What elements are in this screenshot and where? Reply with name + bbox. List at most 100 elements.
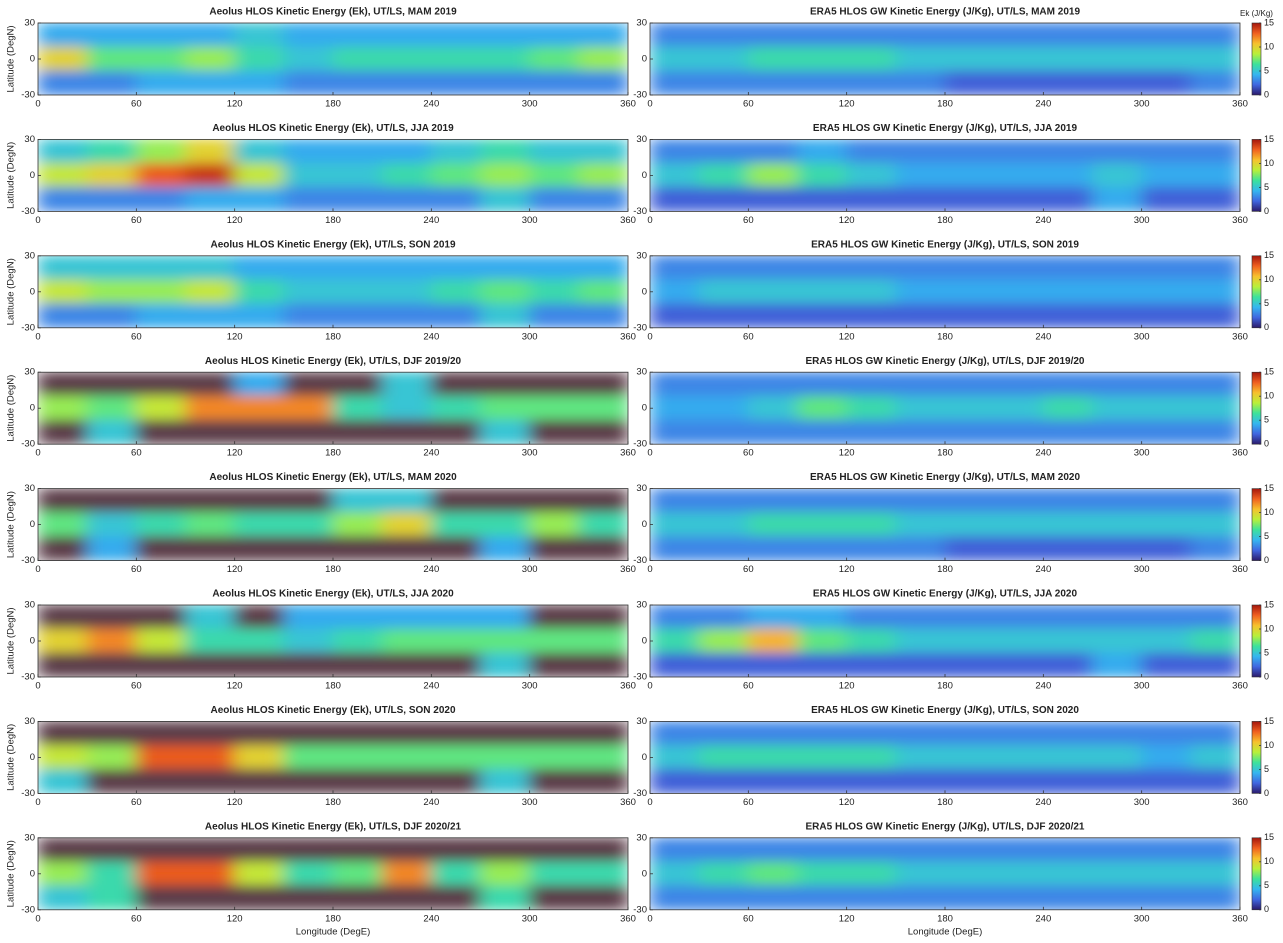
heat-cell [993,372,1044,397]
heat-cell [135,139,186,164]
heat-cell [234,372,285,397]
heat-cell [993,419,1044,445]
heat-cell [1092,488,1143,514]
no-data-cell [135,721,186,746]
heat-cell [1190,46,1240,72]
x-tick-label: 180 [325,99,341,110]
heat-cell [650,46,700,72]
x-tick-label: 120 [227,681,243,692]
heat-cell [797,488,848,514]
x-tick-label: 240 [1035,681,1051,692]
heat-cell [332,255,383,281]
y-tick-label: 0 [30,752,35,763]
heat-cell [86,628,137,654]
no-data-cell [283,885,334,910]
heat-cell [747,512,798,538]
heat-cell [944,605,995,630]
heat-cell [1042,885,1093,910]
x-tick-label: 240 [1035,331,1051,342]
no-data-cell [86,768,137,794]
x-tick-label: 0 [35,99,40,110]
heat-cell [797,303,848,328]
y-axis-label: Latitude (DegN) [6,840,17,907]
y-tick-label: 0 [642,868,647,879]
x-tick-label: 0 [35,215,40,226]
heat-cell [1092,372,1143,397]
heat-cell [846,255,897,281]
heat-cell [578,46,628,72]
heat-cell [381,395,432,421]
heat-cell [1141,768,1192,794]
x-tick-label: 120 [227,448,243,459]
heat-cell [283,861,334,887]
panel-title: ERA5 HLOS GW Kinetic Energy (J/Kg), UT/L… [813,123,1078,134]
heat-cell [1092,279,1143,305]
panel-title: Aeolus HLOS Kinetic Energy (Ek), UT/LS, … [209,472,457,483]
heat-cell [650,652,700,677]
heat-cell [1190,279,1240,305]
heat-cell [381,488,432,514]
no-data-cell [578,488,628,514]
heat-cell [529,23,580,48]
no-data-cell [578,536,628,561]
heat-cell [993,70,1044,95]
y-tick-label: 30 [24,18,35,29]
heat-cell [698,628,749,654]
plot-area [650,255,1240,328]
heat-cell [1190,628,1240,654]
no-data-cell [185,885,236,910]
no-data-cell [283,372,334,397]
heat-cell [747,861,798,887]
colorbar-tick-label: 0 [1264,555,1269,565]
colorbar-tick-label: 15 [1264,367,1274,377]
heat-cell [650,162,700,188]
y-axis-label: Latitude (DegN) [6,258,17,325]
heat-cell [480,861,531,887]
heat-cell [578,279,628,305]
no-data-cell [480,837,531,863]
colorbar-tick-label: 15 [1264,599,1274,609]
heat-cell [1092,512,1143,538]
y-tick-label: 30 [636,18,647,29]
colorbar [1251,139,1262,212]
heat-cell [650,23,700,48]
no-data-cell [283,419,334,445]
heat-cell [381,605,432,630]
heat-cell [381,628,432,654]
no-data-cell [529,536,580,561]
colorbar-tick-label: 5 [1264,531,1269,541]
heat-cell [480,605,531,630]
heat-cell [234,186,285,212]
x-tick-label: 180 [325,331,341,342]
heat-cell [993,768,1044,794]
heat-cell [846,46,897,72]
heat-cell [895,255,946,281]
heatmap-cells [38,372,628,445]
x-tick-label: 0 [647,215,652,226]
x-tick-label: 300 [522,448,538,459]
x-tick-label: 0 [35,797,40,808]
heat-cell [944,139,995,164]
heat-cell [1141,536,1192,561]
heat-cell [185,23,236,48]
heat-cell [1141,605,1192,630]
x-tick-label: 60 [131,681,142,692]
x-tick-label: 240 [423,331,439,342]
heat-cell [650,512,700,538]
x-tick-label: 240 [1035,99,1051,110]
heat-cell [1092,605,1143,630]
heat-cell [38,861,88,887]
no-data-cell [578,768,628,794]
y-axis-label: Latitude (DegN) [6,375,17,442]
heat-cell [234,279,285,305]
plot-area [38,255,628,328]
heat-cell [846,837,897,863]
heat-cell [993,605,1044,630]
heat-cell [135,512,186,538]
heat-cell [529,46,580,72]
heat-cell [86,186,137,212]
x-tick-label: 300 [522,331,538,342]
heat-cell [332,395,383,421]
heat-cell [578,628,628,654]
heat-cell [38,303,88,328]
